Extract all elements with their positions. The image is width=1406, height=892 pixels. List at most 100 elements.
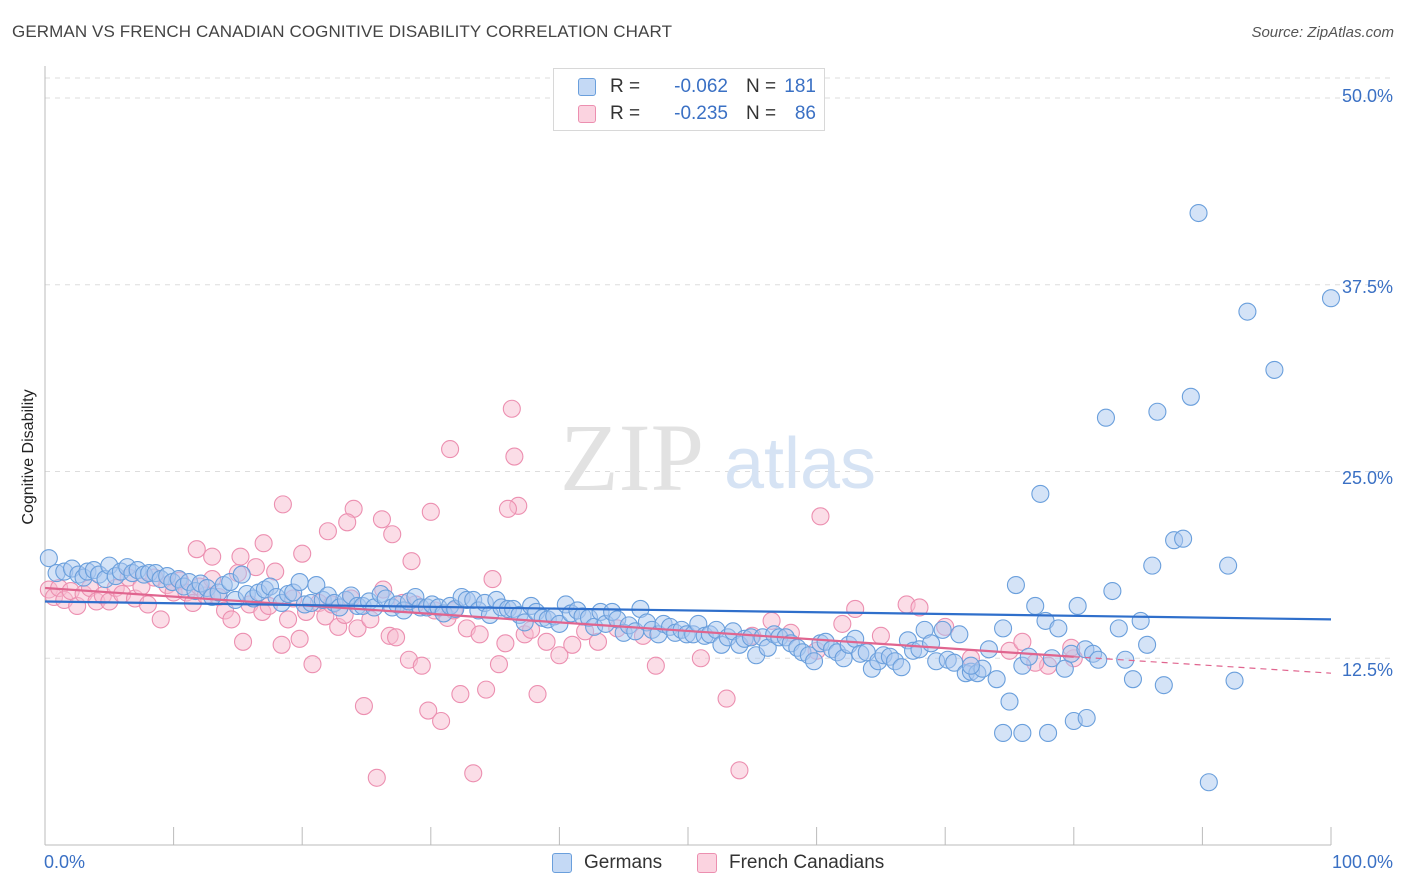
french-canadians-point	[354, 697, 373, 716]
n-label: N =	[746, 103, 777, 124]
french-canadians-point	[233, 632, 253, 651]
r-label: R =	[610, 103, 641, 124]
french-canadians-point	[372, 510, 391, 529]
legend-row-french-canadians: R = -0.235 N = 86	[578, 101, 816, 127]
germans-point	[1181, 387, 1200, 406]
axis-layer	[44, 66, 1332, 846]
french-canadians-point	[290, 629, 309, 648]
germans-point	[950, 625, 969, 644]
germans-swatch	[578, 78, 596, 96]
french-canadians-point	[151, 610, 170, 629]
germans-point	[1055, 659, 1074, 678]
germans-point	[994, 723, 1013, 743]
french-canadians-point	[537, 632, 556, 651]
legend-item-french-canadians[interactable]: French Canadians	[697, 852, 884, 874]
germans-point	[922, 634, 941, 653]
germans-point	[933, 620, 952, 639]
germans-trend-line	[44, 600, 1332, 621]
french-canadians-point	[833, 614, 852, 633]
germans-point	[232, 565, 251, 584]
chart-title: GERMAN VS FRENCH CANADIAN COGNITIVE DISA…	[12, 22, 673, 41]
french-canadians-point	[871, 626, 890, 645]
germans-point	[1199, 773, 1218, 792]
legend-label-germans: Germans	[584, 852, 663, 873]
germans-point	[1109, 619, 1128, 638]
germans-point	[515, 613, 534, 632]
watermark-atlas: atlas	[724, 424, 876, 504]
r-label: R =	[610, 76, 641, 97]
germans-point	[1321, 289, 1341, 308]
french-canadians-point	[550, 646, 569, 665]
legend-item-germans[interactable]: Germans	[552, 852, 662, 874]
germans-point	[1039, 723, 1058, 743]
french-canadians-point	[691, 649, 710, 668]
french-canadians-point	[246, 558, 265, 577]
y-tick-label: 12.5%	[1341, 660, 1393, 680]
french-canadians-point	[272, 635, 291, 654]
germans-point	[1138, 635, 1157, 654]
french-canadians-trend-line	[44, 586, 1074, 658]
germans-point	[892, 658, 911, 677]
x-tick-label: 100.0%	[1331, 852, 1393, 872]
germans-point	[1265, 360, 1284, 379]
french-canadians-point	[588, 632, 608, 651]
germans-point	[1225, 671, 1244, 690]
germans-point	[1116, 650, 1135, 669]
r-value: -0.062	[674, 76, 728, 97]
n-value: 86	[794, 103, 816, 124]
series-legend: Germans French Canadians	[0, 852, 1406, 878]
french-canadians-point	[811, 507, 830, 526]
germans-point	[1174, 529, 1193, 548]
french-canadians-point	[483, 570, 502, 589]
germans-points	[39, 203, 1341, 792]
french-canadians-point	[717, 689, 736, 708]
french-canadians-point	[1000, 641, 1019, 660]
germans-point	[290, 573, 309, 592]
french-canadians-point	[318, 522, 337, 541]
germans-point	[1096, 408, 1115, 427]
french-canadians-point	[231, 547, 250, 566]
french-canadians-point	[402, 552, 421, 571]
french-canadians-point	[910, 598, 929, 617]
french-canadians-point	[505, 447, 524, 466]
french-canadians-point	[222, 610, 241, 629]
germans-point	[1068, 596, 1087, 616]
y-tick-label: 50.0%	[1341, 86, 1393, 106]
germans-point	[994, 619, 1013, 638]
french-canadians-point	[496, 634, 515, 653]
watermark-zip: ZIP	[560, 404, 704, 511]
y-tick-label: 25.0%	[1341, 468, 1393, 488]
french-canadians-points	[39, 399, 1083, 787]
germans-point	[1143, 556, 1162, 575]
french-canadians-point	[421, 502, 440, 521]
french-canadians-point	[498, 499, 518, 518]
germans-point	[1131, 611, 1150, 630]
germans-point	[1013, 723, 1032, 743]
french-canadians-point	[441, 440, 460, 459]
french-canadians-trend-extension	[1073, 656, 1332, 674]
french-canadians-point	[338, 513, 357, 532]
french-canadians-point	[187, 540, 206, 559]
french-canadians-point	[528, 685, 547, 704]
french-canadians-point	[419, 701, 438, 720]
french-canadians-point	[1013, 632, 1032, 651]
french-canadians-point	[464, 764, 483, 783]
french-canadians-point	[293, 544, 312, 563]
germans-point	[961, 656, 980, 675]
legend-row-germans: R = -0.062 N = 181	[578, 74, 816, 100]
germans-point	[1219, 556, 1238, 575]
watermark: ZIP atlas	[560, 404, 876, 511]
french-canadians-point	[846, 599, 865, 618]
french-canadians-point	[383, 525, 402, 544]
french-canadians-point	[502, 399, 521, 418]
germans-point	[1123, 670, 1143, 689]
y-tick-label: 37.5%	[1341, 277, 1393, 297]
french-canadians-point	[563, 635, 582, 654]
french-canadians-point	[279, 610, 298, 629]
germans-point	[307, 575, 326, 595]
germans-point	[1154, 676, 1173, 695]
french-canadians-point	[138, 595, 157, 614]
source-label: Source: ZipAtlas.com	[1251, 24, 1394, 41]
germans-swatch	[552, 853, 572, 873]
french-canadians-point	[203, 547, 222, 566]
